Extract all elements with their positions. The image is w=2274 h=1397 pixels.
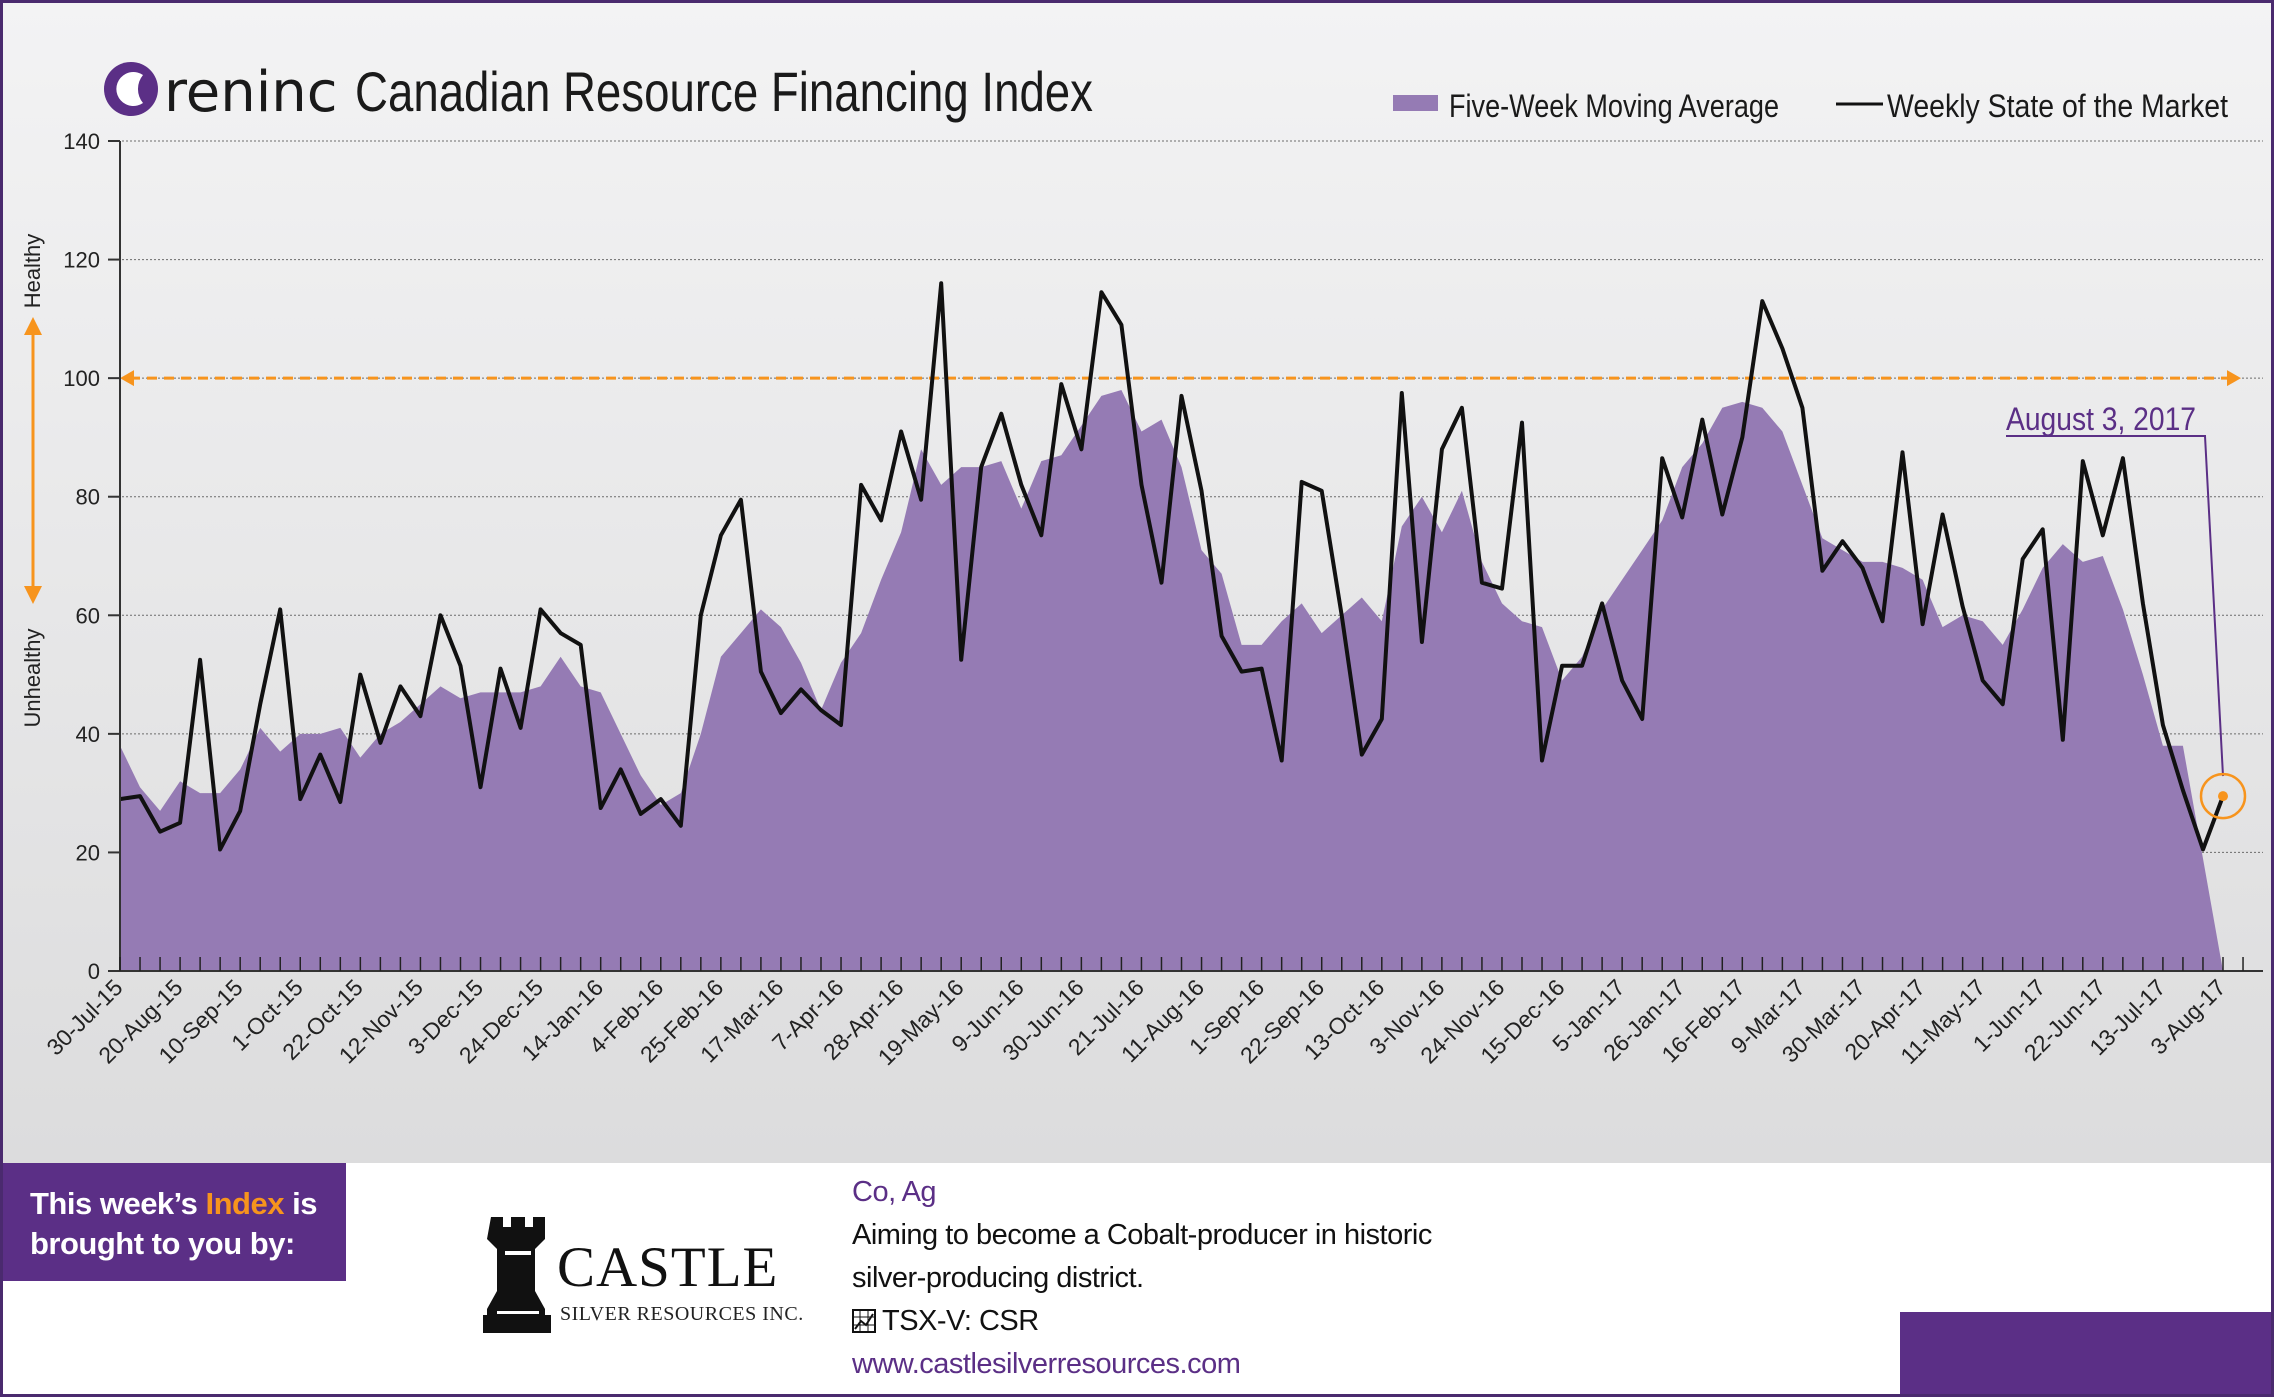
y-tick-label-60: 60	[76, 603, 100, 628]
sponsor-banner: This week’s Index is brought to you by:	[3, 1163, 346, 1281]
sponsor-line2: brought to you by:	[30, 1226, 295, 1261]
legend-label-moving-average: Five-Week Moving Average	[1449, 88, 1779, 124]
legend-label-weekly: Weekly State of the Market	[1887, 88, 2228, 124]
y-tick-label-20: 20	[76, 840, 100, 865]
chart-title: Canadian Resource Financing Index	[355, 60, 1093, 123]
arrow-down-icon	[24, 586, 42, 604]
chess-rook-icon	[483, 1217, 551, 1333]
y-axis-ticks: 0 20 40 60 80 100 120 140	[63, 129, 120, 984]
company-info: Co, Ag Aiming to become a Cobalt-produce…	[852, 1171, 1432, 1386]
y-tick-label-140: 140	[63, 129, 100, 154]
callout-label: August 3, 2017	[2006, 401, 2196, 437]
company-subtitle: SILVER RESOURCES INC.	[560, 1303, 804, 1325]
chart-area: reninc Canadian Resource Financing Index…	[3, 3, 2271, 1163]
legend-swatch-area	[1393, 95, 1438, 111]
y-tick-label-80: 80	[76, 485, 100, 510]
reference-arrow-right-icon	[2227, 370, 2241, 387]
y-tick-label-40: 40	[76, 722, 100, 747]
area-fill	[120, 390, 2223, 971]
corner-decoration	[1900, 1312, 2271, 1394]
stock-chart-icon	[852, 1309, 876, 1333]
company-name: CASTLE	[557, 1236, 779, 1299]
callout-circle	[2199, 772, 2247, 820]
sponsor-prefix: This week’s	[30, 1186, 206, 1221]
legend: Five-Week Moving Average Weekly State of…	[1393, 88, 2228, 124]
website-link[interactable]: www.castlesilverresources.com	[852, 1348, 1241, 1380]
y-tick-label-100: 100	[63, 366, 100, 391]
description-line1: Aiming to become a Cobalt-producer in hi…	[852, 1219, 1432, 1251]
arrow-up-icon	[24, 317, 42, 335]
axis-annotations: Healthy Unhealthy	[20, 234, 45, 728]
weekly-line-path	[119, 281, 2225, 852]
weekly-line	[119, 281, 2225, 852]
reference-line-100	[120, 370, 2241, 387]
healthy-label: Healthy	[20, 234, 45, 309]
axes	[108, 141, 2263, 972]
brand-logo: reninc	[104, 60, 338, 125]
sponsor-suffix: is	[283, 1186, 317, 1221]
y-tick-label-120: 120	[63, 248, 100, 273]
moving-average-area	[120, 390, 2223, 971]
unhealthy-label: Unhealthy	[20, 628, 45, 727]
sponsor-footer: This week’s Index is brought to you by: …	[3, 1163, 2271, 1394]
description-line2: silver-producing district.	[852, 1262, 1144, 1294]
y-tick-label-0: 0	[88, 959, 100, 984]
ticker: TSX-V: CSR	[882, 1305, 1039, 1337]
commodities: Co, Ag	[852, 1176, 937, 1208]
date-callout: August 3, 2017	[2006, 401, 2247, 820]
reference-arrow-left-icon	[120, 370, 134, 387]
ticker-row: TSX-V: CSR	[852, 1300, 1432, 1343]
callout-leader	[2006, 435, 2224, 777]
callout-dot	[2218, 791, 2228, 802]
brand-name: reninc	[164, 60, 338, 125]
sponsor-highlight: Index	[205, 1186, 285, 1221]
castle-logo[interactable]: CASTLE SILVER RESOURCES INC.	[483, 1215, 823, 1335]
